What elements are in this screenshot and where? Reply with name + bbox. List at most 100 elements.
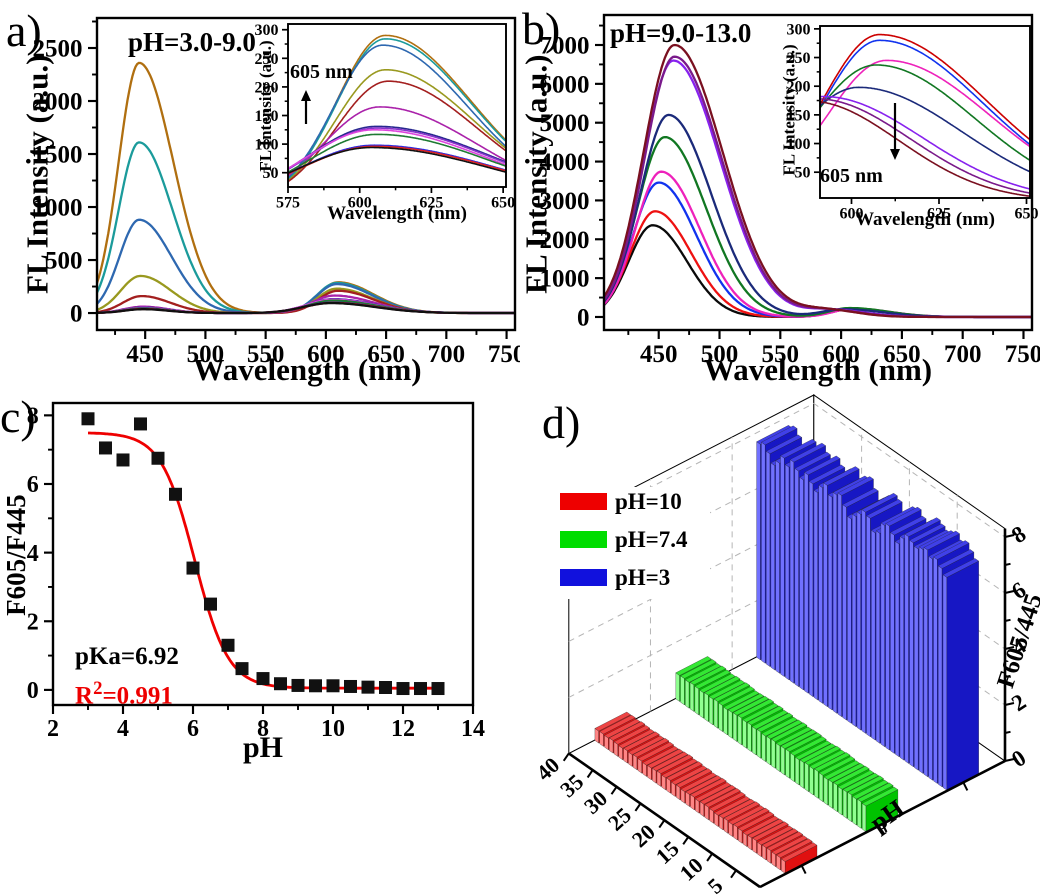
d-bar-top-face xyxy=(794,451,831,472)
d-bar-side-face xyxy=(862,803,867,833)
d-bar-side-face xyxy=(942,574,948,791)
d-bar-side-face xyxy=(852,796,857,826)
a-inset-xtick-label: 650 xyxy=(491,195,515,212)
d-bar-side-face xyxy=(909,539,914,768)
c-ytick-label: 0 xyxy=(27,678,39,704)
panel-a-chart: 450 500 550 600 650 700 750 0 500 1000 1500 2000 250… xyxy=(33,16,520,368)
d-bar-side-face xyxy=(795,756,800,786)
d-bar-top-face xyxy=(604,718,641,739)
d-bar-top-face xyxy=(708,679,746,700)
d-bar-side-face xyxy=(799,759,805,789)
d-bar-top-face xyxy=(628,735,665,755)
d-bar-side-face xyxy=(747,722,752,752)
d-bar-side-face xyxy=(799,477,804,691)
b-inset-ytick-label: 250 xyxy=(786,50,810,67)
d-legend-swatch xyxy=(560,531,607,548)
b-inset-axes-frame xyxy=(819,25,1031,199)
d-xtick-label: 5 xyxy=(703,873,728,895)
panel-d-letter: d) xyxy=(542,397,581,448)
b-inset-background xyxy=(772,20,1030,232)
panel-a-inset-ylabel: FL Intensity (a.u.) xyxy=(256,40,276,172)
d-bar-top-face xyxy=(857,782,894,802)
d-bar-side-face xyxy=(847,516,852,724)
d-bar-side-face xyxy=(861,509,866,734)
d-bar-top-face xyxy=(685,663,722,683)
a-inset-ytick-label: 200 xyxy=(254,79,278,96)
d-bar-top-face xyxy=(838,770,875,790)
d-bar-top-face xyxy=(704,788,741,808)
d-bar-side-face xyxy=(914,546,919,771)
a-inset-ytick-label: 300 xyxy=(254,22,278,39)
b-inset-xtick-label: 625 xyxy=(927,206,951,223)
a-main-xtick-label: 550 xyxy=(247,341,285,368)
d-bar-side-face xyxy=(809,480,814,697)
d-bar-top-face xyxy=(637,741,674,762)
a-inset-series-5 xyxy=(288,106,506,177)
d-bar-top-face xyxy=(757,825,794,846)
d-bar-top-face xyxy=(714,796,751,816)
d-bar-top-face xyxy=(833,765,870,786)
d-bar-side-face xyxy=(790,752,795,782)
panel-c-xlabel: pH xyxy=(242,731,284,764)
d-bar-top-face xyxy=(761,716,798,737)
d-bar-top-face xyxy=(685,775,722,795)
d-bar-side-face xyxy=(761,733,766,762)
d-bar-top-face xyxy=(776,838,813,858)
d-bar-top-face xyxy=(861,786,899,807)
d-bar-top-face xyxy=(799,743,836,763)
d-bar-side-face xyxy=(866,515,871,738)
d-bar-top-face xyxy=(704,676,741,696)
a-main-xtick-label: 750 xyxy=(488,341,520,368)
c-xtick-label: 14 xyxy=(461,716,485,742)
d-bar-top-face xyxy=(909,523,946,543)
a-inset-series-12 xyxy=(288,146,506,174)
b-main-ytick-label: 6000 xyxy=(540,71,590,98)
d-bar-side-face xyxy=(904,533,909,764)
d-bar-top-face xyxy=(761,425,798,446)
d-bar-top-face xyxy=(771,722,808,742)
d-bar-top-face xyxy=(837,476,874,496)
b-main-ytick-label: 3000 xyxy=(540,188,590,215)
b-inset-series-6 xyxy=(820,98,1030,194)
c-data-point xyxy=(204,597,217,611)
a-main-plot: 450 500 550 600 650 700 750 0 500 1000 1500 2000 250… xyxy=(33,16,520,368)
b-main-plot: 450 500 550 600 650 700 750 0 1000 2000 3000 4000 50… xyxy=(540,13,1040,368)
b-main-ytick-label: 4000 xyxy=(540,149,590,176)
r2-post: =0.991 xyxy=(102,682,173,710)
a-main-ytick-label: 2500 xyxy=(33,36,83,63)
a-main-ytick-label: 1500 xyxy=(33,142,83,169)
d-ztick-label: 2 xyxy=(1007,689,1030,716)
b-main-xtick-label: 750 xyxy=(1005,341,1040,368)
a-inset-xtick-label: 575 xyxy=(276,195,300,212)
panel-c-pka-annotation: pKa=6.92 xyxy=(75,643,179,670)
a-main-xtick-label: 650 xyxy=(367,341,405,368)
d-bar-side-face xyxy=(833,782,838,812)
d-bar-side-face xyxy=(875,530,881,744)
d-bar-side-face xyxy=(928,556,933,781)
d-bar-side-face xyxy=(685,679,690,709)
panel-b-ph-range-annotation: pH=9.0-13.0 xyxy=(610,18,752,48)
d-bar-side-face xyxy=(732,712,738,742)
d-bar-top-face xyxy=(814,752,851,772)
d-bar-side-face xyxy=(766,736,771,766)
d-bar-side-face xyxy=(713,698,718,729)
b-inset-series-4 xyxy=(820,86,1030,173)
a-inset-series-2 xyxy=(288,44,506,179)
d-bar-side-face xyxy=(794,468,799,687)
d-bar-side-face xyxy=(819,772,824,802)
d-legend-swatch xyxy=(560,493,607,510)
panel-a: 450 500 550 600 650 700 750 0 500 1000 1500 2000 250… xyxy=(0,0,520,390)
c-xtick-label: 10 xyxy=(321,716,345,742)
c-data-point xyxy=(235,662,249,676)
d-bar-side-face xyxy=(933,556,938,784)
d-bar-top-face xyxy=(766,719,803,740)
d-bar-top-face xyxy=(781,842,818,862)
d-bar-side-face xyxy=(814,768,819,799)
d-bar-top-face xyxy=(699,673,736,693)
panel-b-xlabel: Wavelength (nm) xyxy=(703,352,933,387)
d-bar-side-face xyxy=(804,472,809,694)
r2-pre: R xyxy=(75,682,94,710)
panel-a-xlabel: Wavelength (nm) xyxy=(193,352,422,387)
